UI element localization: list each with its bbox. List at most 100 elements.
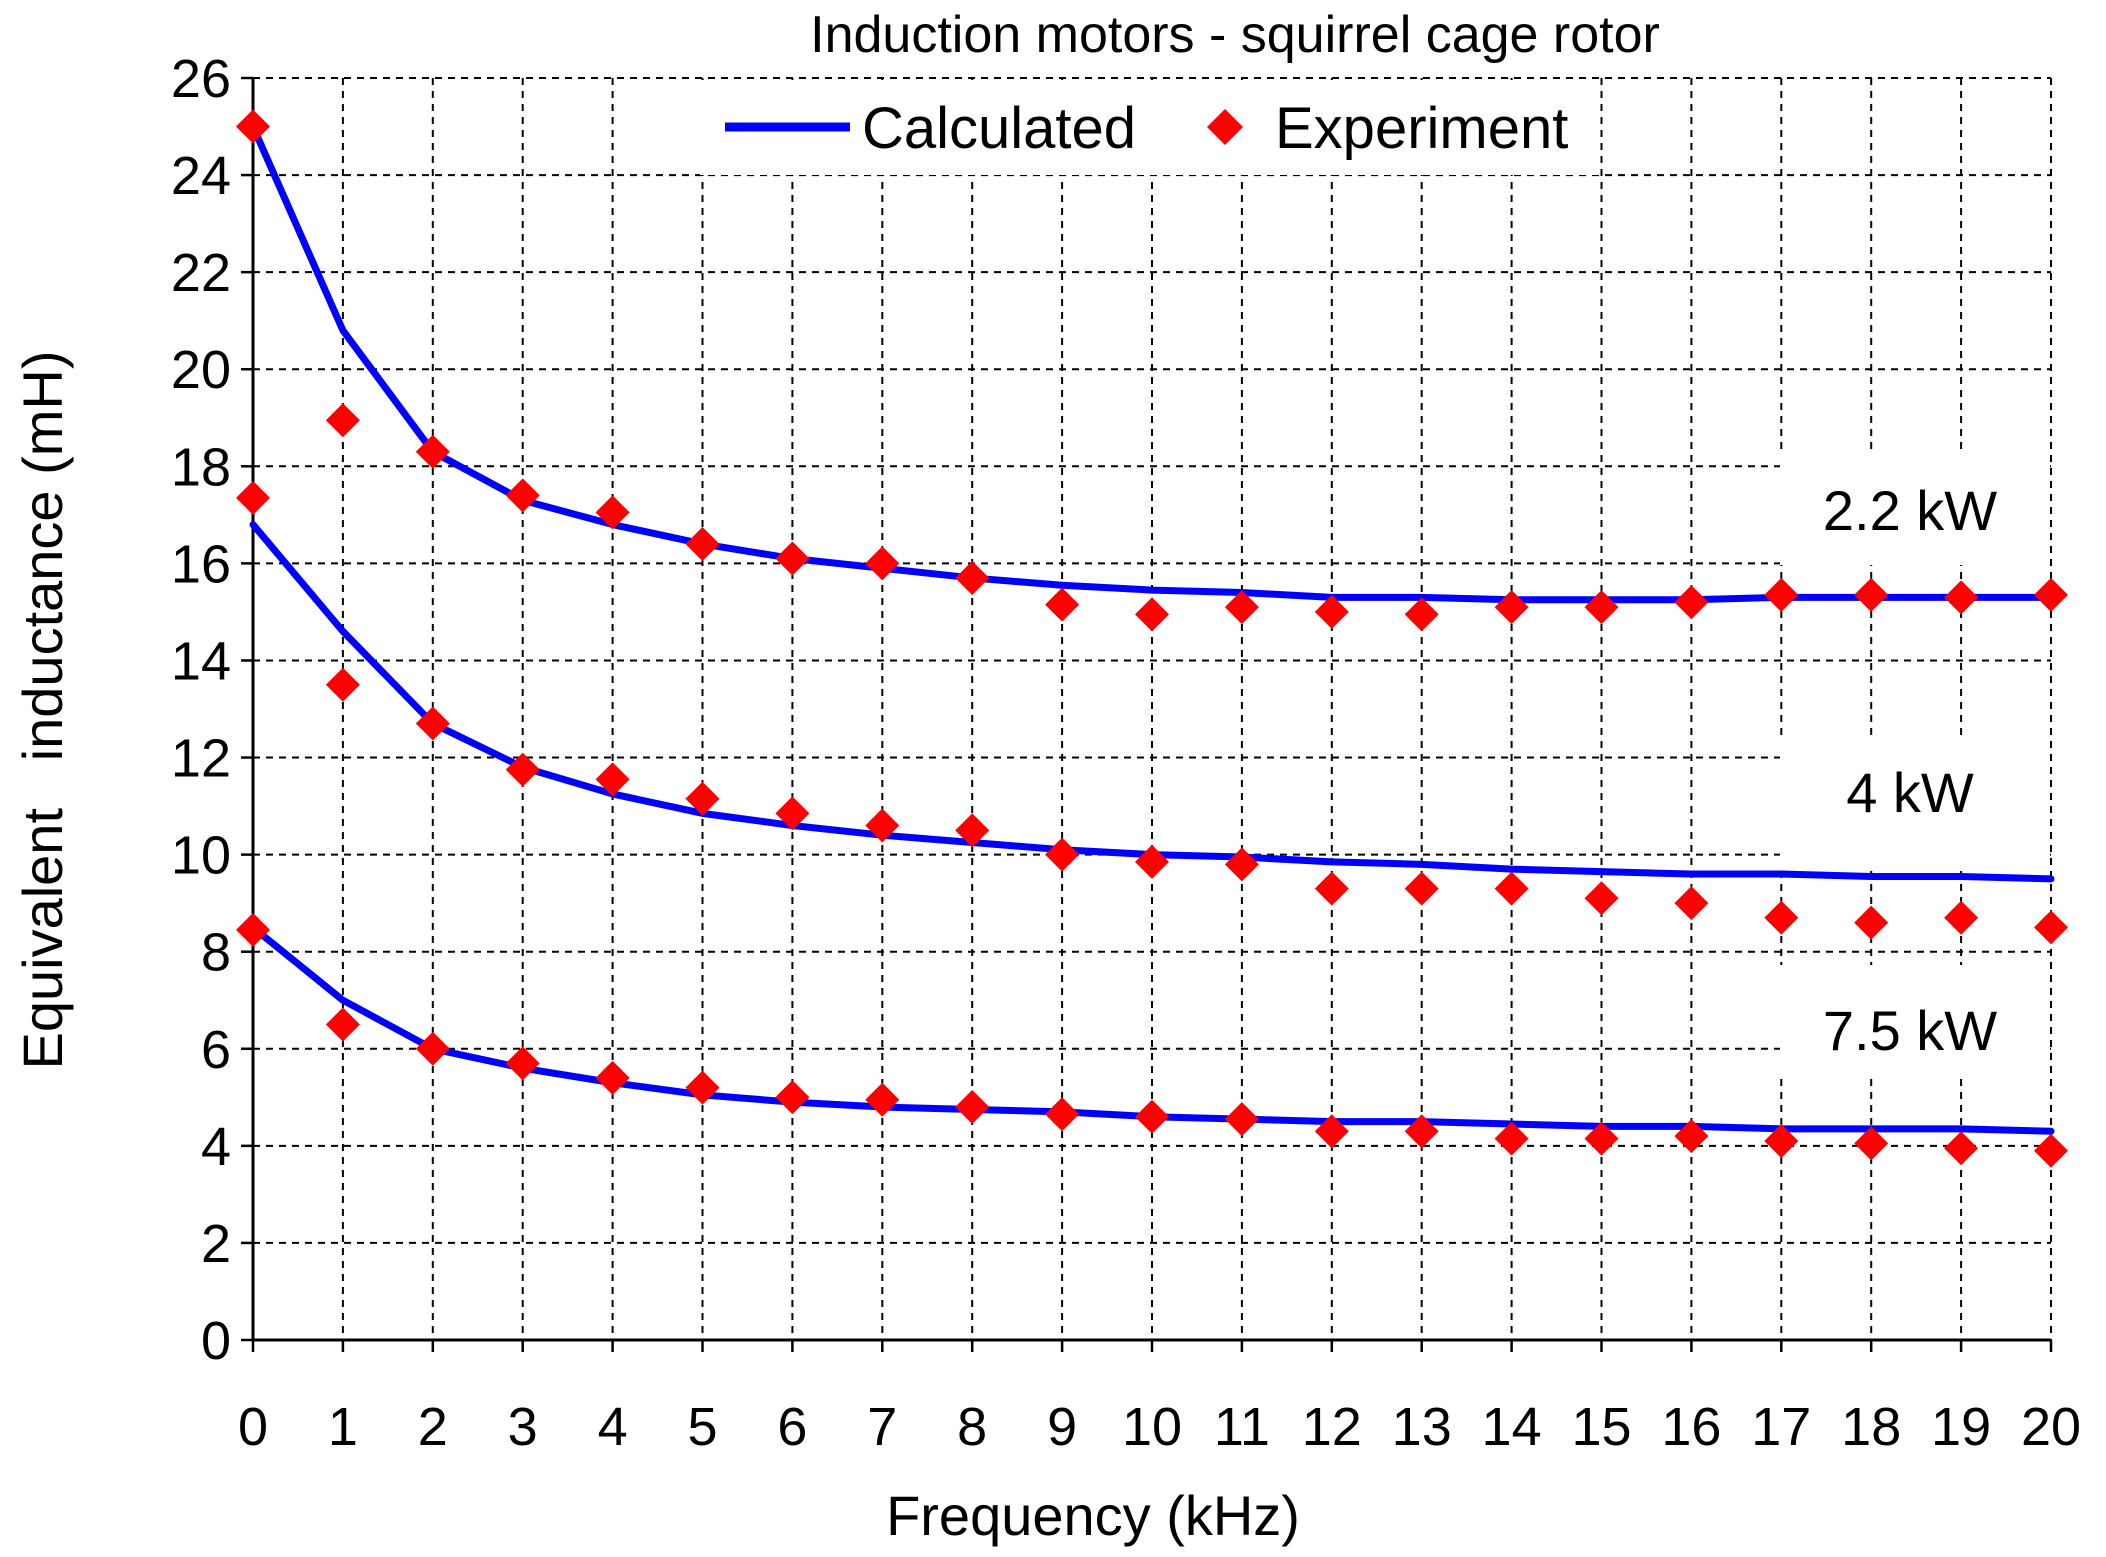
experiment-point-7-5-kw — [236, 912, 270, 947]
x-tick-label: 18 — [1841, 1397, 1901, 1457]
y-tick-label: 14 — [171, 631, 231, 691]
legend-experiment-label: Experiment — [1275, 96, 1568, 161]
experiment-point-4-kw — [1944, 900, 1979, 935]
experiment-point-7-5-kw — [1494, 1121, 1529, 1156]
experiment-point-2-2-kw — [1135, 597, 1169, 632]
y-tick-label: 0 — [201, 1311, 231, 1371]
experiment-point-2-2-kw — [505, 478, 540, 513]
experiment-point-2-2-kw — [1224, 590, 1259, 625]
x-tick-label: 15 — [1571, 1397, 1631, 1457]
experiment-point-4-kw — [775, 796, 810, 831]
x-tick-label: 4 — [598, 1397, 628, 1457]
experiment-point-4-kw — [1224, 847, 1259, 882]
experiment-point-2-2-kw — [325, 403, 360, 438]
y-tick-label: 24 — [171, 146, 231, 206]
x-tick-label: 13 — [1392, 1397, 1452, 1457]
experiment-point-4-kw — [1045, 837, 1080, 872]
experiment-point-2-2-kw — [1674, 585, 1709, 620]
y-tick-label: 12 — [171, 729, 231, 789]
legend-experiment-swatch — [1207, 109, 1243, 145]
x-tick-label: 16 — [1661, 1397, 1721, 1457]
x-tick-label: 12 — [1302, 1397, 1362, 1457]
experiment-point-4-kw — [236, 480, 270, 515]
experiment-point-2-2-kw — [1494, 590, 1529, 625]
experiment-point-2-2-kw — [1764, 577, 1799, 612]
series-label-4kw: 4 kW — [1846, 761, 1974, 824]
x-axis-title: Frequency (kHz) — [886, 1484, 1300, 1547]
experiment-point-2-2-kw — [1944, 580, 1979, 615]
experiment-point-7-5-kw — [1764, 1123, 1799, 1158]
experiment-point-4-kw — [1404, 871, 1439, 906]
series-label-bg-4kw — [1780, 735, 2050, 865]
experiment-point-7-5-kw — [1135, 1099, 1169, 1134]
experiment-point-2-2-kw — [1314, 594, 1349, 629]
experiment-point-7-5-kw — [1854, 1126, 1889, 1161]
x-tick-label: 1 — [328, 1397, 358, 1457]
experiment-point-7-5-kw — [865, 1082, 900, 1117]
series-label-bg-7-5kw — [1780, 965, 2050, 1075]
experiment-point-2-2-kw — [685, 526, 720, 561]
experiment-point-2-2-kw — [415, 434, 450, 469]
x-tick-label: 6 — [777, 1397, 807, 1457]
experiment-markers — [236, 109, 2068, 1168]
x-tick-label: 5 — [687, 1397, 717, 1457]
experiment-point-7-5-kw — [1584, 1121, 1619, 1156]
legend: Calculated Experiment — [700, 80, 1600, 175]
experiment-point-7-5-kw — [955, 1090, 990, 1125]
y-tick-label: 16 — [171, 534, 231, 594]
experiment-point-7-5-kw — [1404, 1114, 1439, 1149]
x-tick-label: 3 — [508, 1397, 538, 1457]
experiment-point-2-2-kw — [865, 546, 900, 581]
x-tick-label: 14 — [1482, 1397, 1542, 1457]
experiment-point-4-kw — [1135, 844, 1169, 879]
experiment-point-7-5-kw — [595, 1060, 630, 1095]
x-tick-label: 19 — [1931, 1397, 1991, 1457]
x-tick-label: 0 — [238, 1397, 268, 1457]
experiment-point-4-kw — [1764, 900, 1799, 935]
x-tick-label: 11 — [1214, 1397, 1270, 1457]
experiment-point-2-2-kw — [1045, 587, 1080, 622]
x-tick-label: 7 — [867, 1397, 897, 1457]
experiment-point-2-2-kw — [1584, 590, 1619, 625]
experiment-point-2-2-kw — [775, 541, 810, 576]
experiment-point-2-2-kw — [2034, 577, 2068, 612]
series-label-2-2kw: 2.2 kW — [1823, 479, 1997, 542]
experiment-point-7-5-kw — [1224, 1102, 1259, 1137]
experiment-point-2-2-kw — [1404, 597, 1439, 632]
x-tick-label: 8 — [957, 1397, 987, 1457]
experiment-point-4-kw — [505, 752, 540, 787]
experiment-point-4-kw — [685, 781, 720, 816]
series-label-7-5kw: 7.5 kW — [1823, 999, 1997, 1062]
experiment-point-7-5-kw — [1944, 1131, 1979, 1166]
experiment-point-7-5-kw — [775, 1080, 810, 1115]
experiment-point-7-5-kw — [685, 1070, 720, 1105]
legend-calculated-label: Calculated — [862, 96, 1136, 161]
x-tick-label: 10 — [1122, 1397, 1182, 1457]
y-tick-label: 4 — [201, 1117, 231, 1177]
y-tick-label: 18 — [171, 437, 231, 497]
experiment-point-7-5-kw — [1045, 1097, 1080, 1132]
x-tick-label: 2 — [418, 1397, 448, 1457]
x-tick-label: 17 — [1751, 1397, 1811, 1457]
x-tick-labels: 0 1 2 3 4 5 6 7 8 9 10 11 12 13 14 15 16 17 18 19 20 — [238, 1397, 2081, 1457]
y-tick-label: 20 — [171, 340, 231, 400]
experiment-point-4-kw — [415, 706, 450, 741]
y-tick-label: 2 — [201, 1214, 231, 1274]
y-tick-label: 26 — [171, 49, 231, 109]
y-axis-title: Equivalent inductance (mH) — [11, 350, 74, 1069]
experiment-point-4-kw — [1854, 905, 1889, 940]
experiment-point-2-2-kw — [236, 109, 270, 144]
experiment-point-2-2-kw — [1854, 577, 1889, 612]
calculated-line-2-2-kw — [249, 123, 2055, 604]
experiment-point-4-kw — [955, 813, 990, 848]
grid — [253, 77, 2052, 1340]
axes — [241, 76, 2053, 1352]
y-tick-label: 8 — [201, 923, 231, 983]
experiment-point-7-5-kw — [2034, 1133, 2068, 1168]
y-tick-label: 6 — [201, 1020, 231, 1080]
experiment-point-4-kw — [1494, 871, 1529, 906]
experiment-point-4-kw — [1674, 886, 1709, 921]
